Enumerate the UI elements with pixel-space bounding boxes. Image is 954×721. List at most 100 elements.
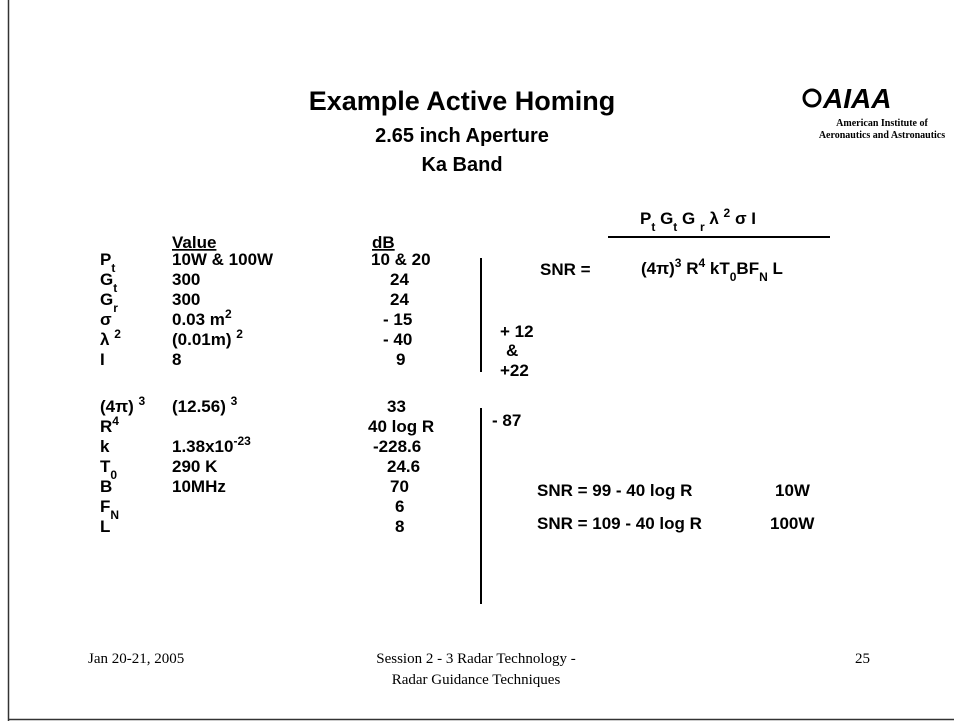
text-segment: N: [110, 508, 119, 522]
text-segment: t: [113, 281, 117, 295]
text-segment: L: [768, 259, 783, 278]
text-segment: L: [100, 517, 110, 536]
param-cell: T0: [100, 457, 117, 482]
text-segment: 2: [114, 327, 121, 341]
text-segment: k: [100, 437, 110, 456]
text-segment: P: [100, 250, 111, 269]
text-segment: (4π): [641, 259, 675, 278]
param-cell: Gr: [100, 290, 118, 315]
param-cell: (4π) 3: [100, 394, 146, 416]
sum-label: - 87: [492, 411, 521, 430]
result-power: 10W: [775, 481, 811, 500]
formula-lhs: SNR =: [540, 260, 591, 279]
db-cell: 8: [395, 517, 404, 536]
formula-numerator: Pt Gt G r λ 2 σ I: [640, 206, 756, 234]
text-segment: 3: [231, 394, 238, 408]
text-segment: 8: [172, 350, 181, 369]
text-segment: G: [655, 209, 673, 228]
text-segment: 2: [225, 307, 232, 321]
value-cell: (12.56) 3: [172, 394, 238, 416]
logo-text: Aeronautics and Astronautics: [819, 130, 945, 141]
logo-icon: [802, 88, 822, 108]
result-equation: SNR = 99 - 40 log R: [537, 481, 692, 500]
text-segment: r: [700, 220, 705, 234]
text-segment: 0: [110, 468, 117, 482]
text-segment: σ: [100, 310, 112, 329]
db-cell: - 40: [383, 330, 412, 349]
text-segment: σ I: [730, 209, 756, 228]
text-segment: 4: [698, 256, 705, 270]
db-cell: 24: [390, 270, 409, 289]
text-segment: -23: [233, 434, 251, 448]
db-cell: 6: [395, 497, 404, 516]
text-segment: t: [673, 220, 677, 234]
footer-date: Jan 20-21, 2005: [88, 651, 184, 667]
footer-session: Session 2 - 3 Radar Technology -: [376, 651, 575, 667]
text-segment: P: [640, 209, 651, 228]
text-segment: t: [111, 261, 115, 275]
text-segment: N: [759, 270, 768, 284]
db-cell: 10 & 20: [371, 250, 431, 269]
sum-label: &: [506, 341, 518, 360]
param-cell: λ 2: [100, 327, 121, 349]
value-cell: 10MHz: [172, 477, 226, 496]
text-segment: G: [100, 290, 113, 309]
text-segment: 0.03 m: [172, 310, 225, 329]
text-segment: (4π): [100, 397, 139, 416]
value-cell: 300: [172, 270, 200, 289]
db-cell: 24: [390, 290, 409, 309]
value-cell: 1.38x10-23: [172, 434, 251, 456]
text-segment: 300: [172, 270, 200, 289]
logo-mark: AIAA: [822, 83, 891, 114]
value-cell: 300: [172, 290, 200, 309]
param-cell: σ: [100, 310, 112, 329]
text-segment: 3: [675, 256, 682, 270]
text-segment: 1.38x10: [172, 437, 233, 456]
text-segment: 290 K: [172, 457, 218, 476]
title: Example Active Homing: [309, 86, 616, 116]
footer-page: 25: [855, 651, 870, 667]
logo-text: American Institute of: [836, 118, 928, 129]
text-segment: B: [100, 477, 112, 496]
text-segment: (0.01m): [172, 330, 236, 349]
text-segment: BF: [736, 259, 759, 278]
db-cell: -228.6: [373, 437, 421, 456]
db-cell: - 15: [383, 310, 412, 329]
value-cell: 8: [172, 350, 181, 369]
param-cell: L: [100, 517, 110, 536]
sum-label: +22: [500, 361, 529, 380]
text-segment: 3: [139, 394, 146, 408]
text-segment: 300: [172, 290, 200, 309]
column-header: dB: [372, 233, 395, 252]
text-segment: I: [100, 350, 105, 369]
param-cell: B: [100, 477, 112, 496]
subtitle: Ka Band: [421, 154, 502, 176]
sum-label: + 12: [500, 322, 534, 341]
param-cell: Gt: [100, 270, 117, 295]
db-cell: 33: [387, 397, 406, 416]
text-segment: (12.56): [172, 397, 231, 416]
text-segment: kT: [705, 259, 730, 278]
param-cell: k: [100, 437, 110, 456]
formula-denominator: (4π)3 R4 kT0BFN L: [641, 256, 783, 284]
footer-session: Radar Guidance Techniques: [392, 672, 561, 688]
db-cell: 40 log R: [368, 417, 434, 436]
db-cell: 70: [390, 477, 409, 496]
text-segment: λ: [705, 209, 724, 228]
text-segment: 10W & 100W: [172, 250, 274, 269]
text-segment: R: [100, 417, 112, 436]
text-segment: G: [100, 270, 113, 289]
text-segment: T: [100, 457, 111, 476]
text-segment: 10MHz: [172, 477, 226, 496]
value-cell: 0.03 m2: [172, 307, 232, 329]
value-cell: 10W & 100W: [172, 250, 274, 269]
db-cell: 9: [396, 350, 405, 369]
text-segment: 4: [112, 414, 119, 428]
value-cell: (0.01m) 2: [172, 327, 243, 349]
param-cell: FN: [100, 497, 119, 522]
param-cell: R4: [100, 414, 119, 436]
text-segment: F: [100, 497, 110, 516]
column-header: Value: [172, 233, 216, 252]
